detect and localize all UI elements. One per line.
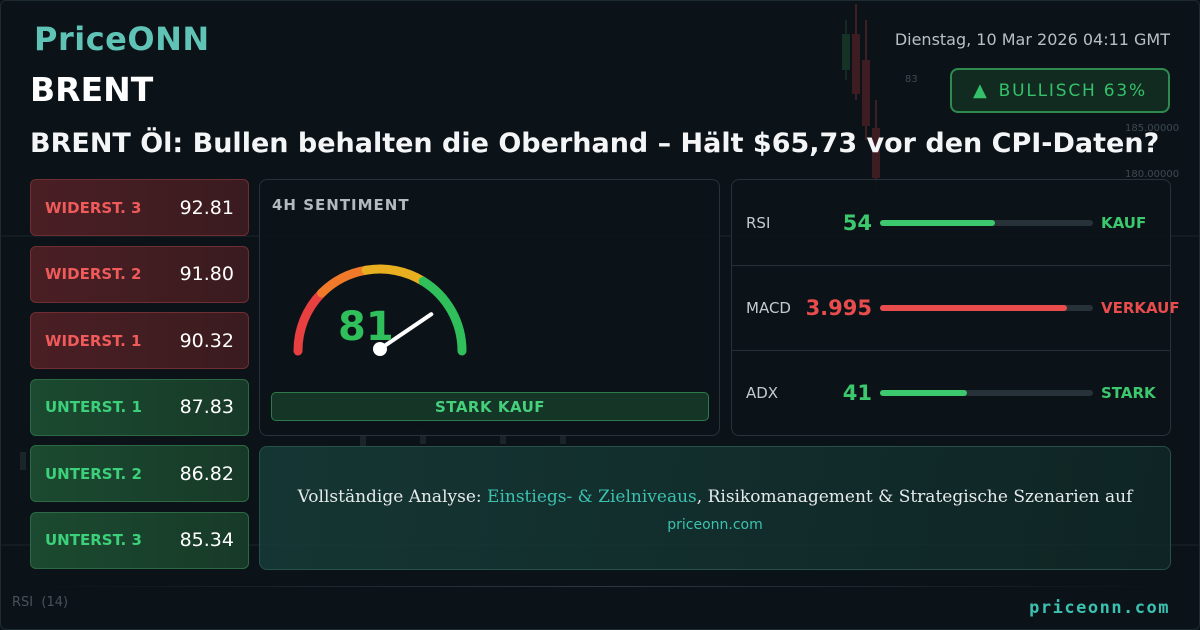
gauge-pivot — [373, 342, 387, 356]
indicator-bar-track — [880, 219, 1093, 226]
cta-highlight[interactable]: Einstiegs- & Zielniveaus — [487, 487, 697, 507]
gauge-segment-orange — [317, 265, 371, 298]
level-label: WIDERST. 3 — [45, 198, 142, 217]
indicator-value: 3.995 — [805, 296, 872, 320]
sentiment-gauge — [293, 264, 467, 356]
level-label: UNTERST. 1 — [45, 398, 142, 416]
headline: BRENT Öl: Bullen behalten die Oberhand –… — [30, 128, 1160, 159]
indicator-value: 41 — [842, 381, 872, 405]
indicator-value: 54 — [842, 210, 872, 235]
indicator-bar-track — [880, 305, 1093, 311]
level-row-support-3: UNTERST. 3 85.34 — [30, 511, 249, 569]
cta-suffix: , Risikomanagement & Strategische Szenar… — [696, 487, 1133, 507]
indicator-row-rsi: RSI 54 KAUF — [732, 180, 1170, 265]
sentiment-panel: 4H SENTIMENT 81 STARK KAUF — [259, 179, 720, 436]
sentiment-title: 4H SENTIMENT — [272, 196, 410, 214]
analysis-cta[interactable]: Vollständige Analyse: Einstiegs- & Zieln… — [259, 446, 1171, 570]
indicator-bar-fill — [880, 219, 996, 226]
level-label: WIDERST. 1 — [45, 331, 142, 350]
bias-label: BULLISCH 63% — [998, 80, 1147, 101]
levels-column: WIDERST. 3 92.81 WIDERST. 2 91.80 WIDERS… — [30, 179, 249, 578]
bg-rsi-name: RSI — [12, 595, 34, 610]
level-row-resistance-3: WIDERST. 3 92.81 — [30, 179, 249, 236]
level-value: 87.83 — [179, 396, 234, 418]
level-row-resistance-1: WIDERST. 1 90.32 — [30, 312, 249, 369]
level-row-support-2: UNTERST. 2 86.82 — [30, 445, 249, 502]
brand-logo[interactable]: PriceONN — [34, 20, 210, 58]
indicator-row-macd: MACD 3.995 VERKAUF — [732, 265, 1180, 350]
gauge-segment-red — [293, 288, 327, 356]
level-value: 86.82 — [179, 462, 234, 485]
level-value: 85.34 — [179, 529, 234, 551]
level-row-support-1: UNTERST. 1 87.83 — [30, 378, 249, 436]
indicator-signal: VERKAUF — [1101, 299, 1180, 317]
sentiment-signal: STARK KAUF — [271, 392, 709, 421]
indicator-signal: STARK — [1101, 384, 1156, 402]
indicator-name: RSI — [746, 213, 771, 232]
symbol-title: BRENT — [30, 70, 154, 109]
level-label: UNTERST. 2 — [45, 464, 142, 483]
indicator-row-adx: ADX 41 STARK — [732, 350, 1170, 435]
footer-divider — [30, 586, 1170, 587]
gauge-segment-yellow — [361, 264, 428, 286]
bg-rsi-period: (14) — [41, 595, 69, 610]
footer-domain[interactable]: priceonn.com — [1029, 598, 1170, 618]
cta-prefix: Vollständige Analyse: — [297, 487, 488, 507]
level-value: 91.80 — [179, 263, 234, 285]
level-value: 92.81 — [179, 196, 234, 219]
gauge-segment-green — [418, 276, 467, 356]
indicator-bar-fill — [880, 305, 1068, 311]
cta-link[interactable]: priceonn.com — [667, 517, 763, 533]
indicator-bar-fill — [880, 390, 968, 396]
level-row-resistance-2: WIDERST. 2 91.80 — [30, 245, 249, 303]
indicator-name: MACD — [746, 299, 791, 317]
datetime-stamp: Dienstag, 10 Mar 2026 04:11 GMT — [894, 30, 1170, 49]
bias-badge: ▲ BULLISCH 63% — [950, 68, 1170, 113]
triangle-up-icon: ▲ — [973, 80, 989, 101]
indicator-bar-track — [880, 390, 1093, 396]
indicator-name: ADX — [746, 384, 779, 402]
indicator-signal: KAUF — [1101, 213, 1147, 232]
bg-rsi-label: RSI (14) — [12, 595, 68, 610]
level-label: WIDERST. 2 — [45, 265, 142, 283]
sentiment-score: 81 — [338, 304, 394, 350]
indicators-panel: RSI 54 KAUF MACD 3.995 VERKAUF ADX 41 ST… — [731, 179, 1180, 436]
level-value: 90.32 — [179, 329, 234, 352]
gauge-needle — [378, 312, 434, 351]
level-label: UNTERST. 3 — [45, 531, 142, 549]
cta-text: Vollständige Analyse: Einstiegs- & Zieln… — [260, 487, 1170, 507]
